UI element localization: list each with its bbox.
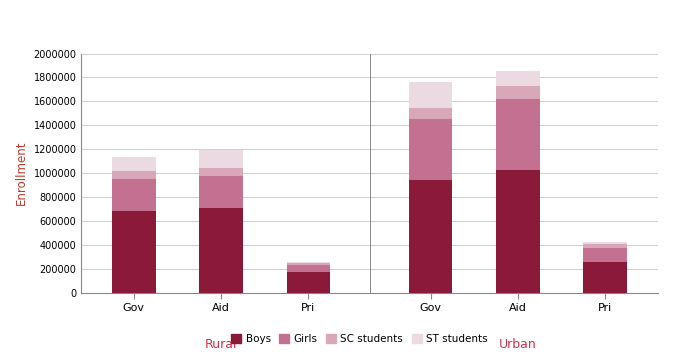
Text: Urban: Urban: [499, 338, 537, 351]
Legend: Boys, Girls, SC students, ST students: Boys, Girls, SC students, ST students: [226, 330, 492, 348]
Bar: [287, 272, 330, 293]
Bar: [584, 262, 627, 293]
Y-axis label: Enrollment: Enrollment: [15, 141, 28, 205]
Bar: [496, 170, 540, 293]
Bar: [409, 108, 452, 119]
Bar: [112, 171, 155, 178]
Bar: [496, 86, 540, 99]
Text: Rural: Rural: [205, 338, 237, 351]
Bar: [287, 262, 330, 263]
Bar: [199, 176, 243, 208]
Bar: [409, 82, 452, 108]
Bar: [112, 157, 155, 171]
Bar: [112, 178, 155, 211]
Bar: [584, 242, 627, 244]
Bar: [584, 244, 627, 248]
Bar: [287, 263, 330, 265]
Bar: [496, 71, 540, 86]
Bar: [199, 168, 243, 176]
Bar: [112, 211, 155, 293]
Bar: [199, 150, 243, 168]
Bar: [584, 248, 627, 262]
Bar: [199, 208, 243, 293]
Bar: [496, 99, 540, 170]
Bar: [287, 265, 330, 272]
Bar: [409, 180, 452, 293]
Text: Figure 5:  Enrollment in different types of HSE schools: Figure 5: Enrollment in different types …: [159, 15, 519, 28]
Bar: [409, 119, 452, 180]
